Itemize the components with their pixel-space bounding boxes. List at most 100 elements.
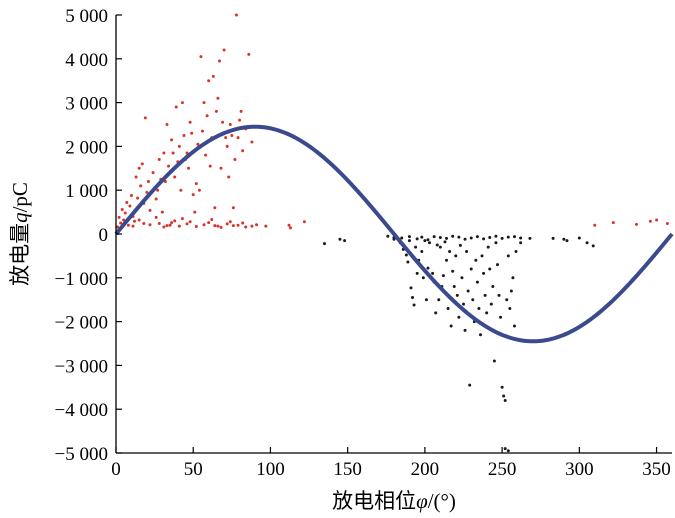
negative-discharge-point: [438, 236, 442, 239]
y-axis-ticks: 5 000 4 000 3 000 2 000 1 000 0 −1 000 −2 000 −3…: [55, 6, 122, 465]
positive-discharge-point: [196, 142, 200, 146]
positive-discharge-point: [665, 221, 669, 225]
positive-discharge-point: [136, 196, 140, 200]
negative-discharge-point: [551, 236, 555, 240]
positive-discharge-point: [187, 166, 191, 170]
y-tick-label: 0: [99, 225, 109, 246]
positive-discharge-point: [210, 218, 214, 222]
negative-discharge-point: [482, 237, 486, 241]
positive-discharge-point: [160, 210, 164, 214]
negative-discharge-point: [415, 237, 419, 241]
negative-discharge-point: [446, 306, 450, 310]
positive-discharge-point: [204, 153, 208, 157]
negative-discharge-point: [478, 333, 482, 337]
positive-discharge-point: [173, 175, 177, 179]
positive-discharge-point: [151, 171, 155, 175]
positive-discharge-point: [171, 151, 175, 155]
negative-discharge-point: [474, 258, 478, 262]
negative-discharge-point: [506, 449, 510, 453]
negative-discharge-point: [577, 236, 581, 240]
positive-discharge-point: [194, 182, 198, 186]
positive-discharge-point: [219, 225, 223, 229]
positive-discharge-point: [287, 223, 291, 227]
x-tick-label: 300: [565, 459, 594, 480]
positive-discharge-point: [170, 221, 174, 225]
negative-discharge-point: [406, 260, 410, 264]
negative-discharge-point: [428, 241, 432, 245]
positive-discharge-point: [217, 59, 221, 63]
y-tick-label: −2 000: [55, 313, 108, 334]
negative-discharge-point: [506, 254, 510, 258]
negative-discharge-point: [519, 241, 523, 245]
positive-discharge-point: [168, 223, 172, 227]
positive-discharge-point: [247, 52, 251, 56]
x-tick-label: 350: [642, 459, 671, 480]
positive-discharge-point: [185, 222, 189, 226]
positive-discharge-point: [146, 179, 150, 183]
negative-discharge-point: [441, 274, 445, 278]
positive-discharge-point: [197, 188, 201, 192]
negative-discharge-point: [407, 239, 411, 243]
positive-discharge-point: [173, 219, 177, 223]
positive-discharge-point: [180, 217, 184, 221]
positive-discharge-point: [222, 48, 226, 52]
negative-discharge-point: [475, 280, 479, 284]
negative-discharge-point: [506, 235, 510, 239]
negative-discharge-point: [503, 447, 507, 451]
positive-discharge-point: [593, 223, 597, 227]
positive-discharge-point: [264, 224, 268, 228]
positive-discharge-point: [156, 188, 160, 192]
positive-discharge-point: [225, 222, 229, 226]
positive-discharge-point: [238, 118, 242, 122]
negative-discharge-point: [407, 235, 411, 239]
negative-discharge-point: [451, 269, 455, 273]
positive-discharge-point: [174, 105, 178, 109]
positive-discharge-point: [117, 215, 121, 219]
positive-discharge-point: [131, 224, 135, 228]
negative-discharge-point: [323, 242, 326, 246]
negative-discharge-point: [482, 271, 486, 275]
positive-discharge-point: [244, 225, 248, 229]
positive-discharge-point: [148, 208, 152, 212]
negative-discharge-point: [519, 236, 523, 240]
positive-discharge-point: [128, 204, 132, 208]
positive-discharge-point: [655, 218, 659, 222]
x-tick-label: 250: [488, 459, 517, 480]
positive-discharge-point: [177, 144, 181, 148]
negative-discharge-point: [468, 383, 472, 387]
positive-discharge-point: [211, 74, 215, 78]
negative-discharge-point: [469, 267, 473, 271]
negative-discharge-point: [514, 250, 518, 254]
negative-discharge-point: [485, 311, 489, 315]
negative-discharge-point: [420, 235, 424, 239]
positive-discharge-point: [231, 206, 235, 210]
negative-discharge-point: [466, 289, 470, 293]
negative-discharge-point: [511, 276, 515, 280]
negative-discharge-point: [471, 298, 475, 302]
negative-discharge-point: [448, 250, 452, 254]
positive-discharge-point: [239, 109, 243, 113]
positive-discharge-point: [219, 166, 223, 170]
positive-discharge-point: [205, 114, 209, 118]
negative-discharge-point: [508, 306, 512, 310]
positive-discharge-point: [250, 140, 254, 144]
negative-discharge-point: [463, 328, 467, 332]
negative-discharge-point: [494, 234, 498, 238]
positive-discharge-point: [289, 226, 293, 230]
positive-discharge-point: [611, 221, 615, 225]
negative-discharge-point: [585, 241, 589, 245]
positive-discharge-point: [137, 218, 141, 222]
positive-discharge-point: [214, 109, 218, 113]
y-tick-label: 3 000: [65, 94, 108, 115]
positive-discharge-point: [162, 225, 166, 229]
positive-discharge-point: [241, 221, 245, 225]
positive-discharge-point: [188, 120, 192, 124]
positive-discharge-point: [207, 79, 211, 83]
positive-discharge-point: [216, 224, 220, 228]
negative-discharge-point: [400, 236, 404, 240]
positive-discharge-point: [213, 224, 217, 228]
negative-discharge-point: [443, 240, 447, 244]
negative-discharge-point: [420, 250, 424, 254]
x-axis-ticks: 0 50 100 150 200 250 300 350: [111, 447, 671, 480]
x-tick-label: 200: [411, 459, 440, 480]
